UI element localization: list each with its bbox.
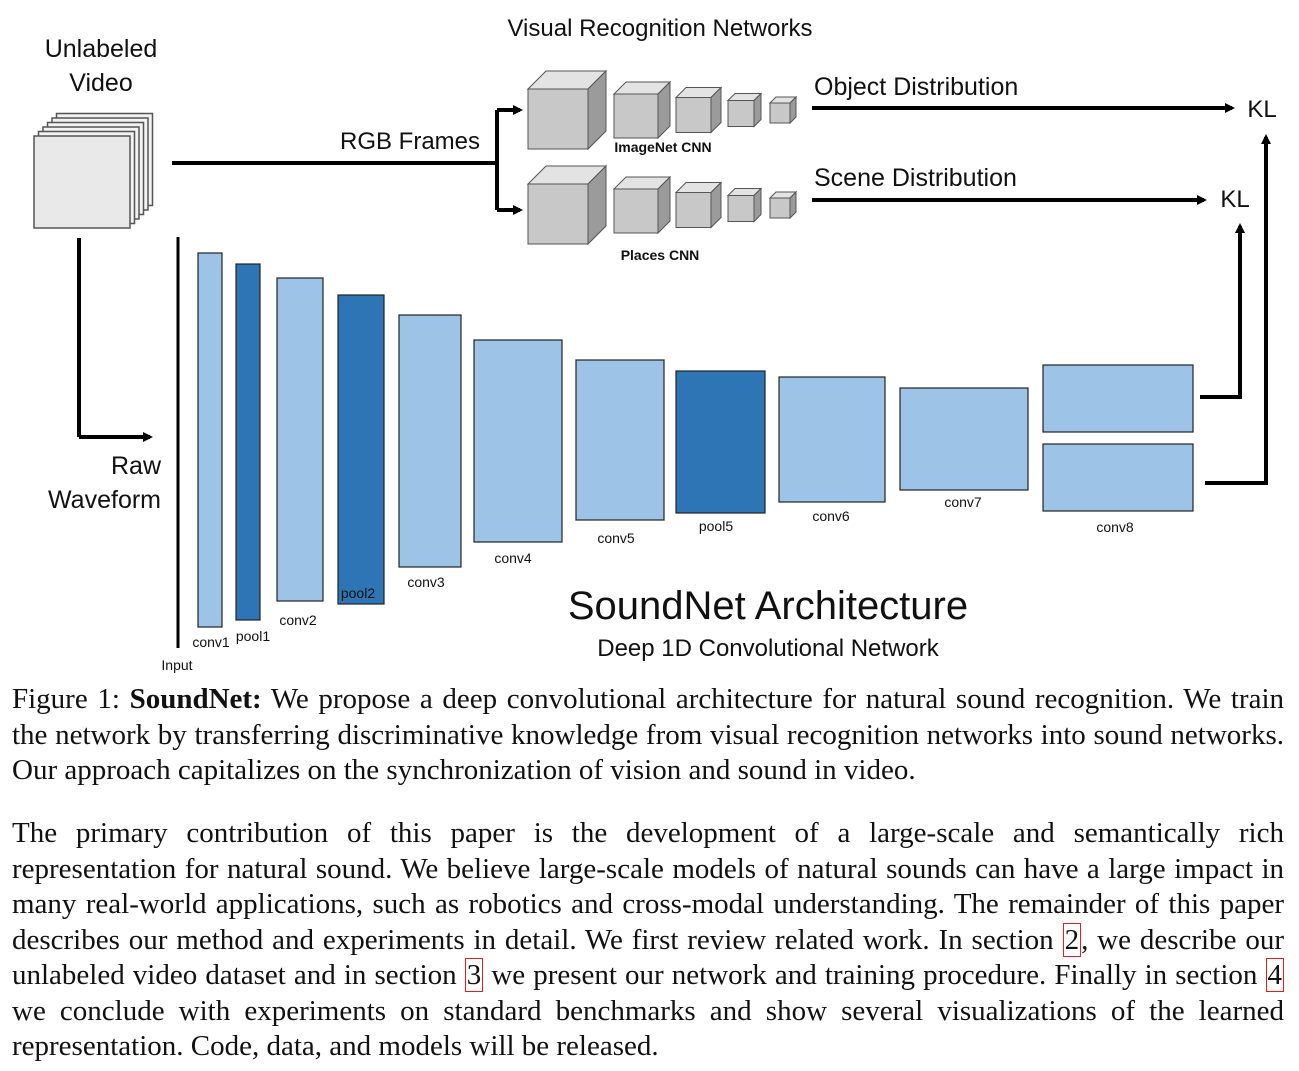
- places-cube-2: [612, 175, 672, 235]
- rgb-frames-connector: [172, 105, 523, 215]
- conv8-label: conv8: [1096, 519, 1134, 535]
- layer-conv2: conv2: [276, 277, 324, 628]
- conv6-label: conv6: [812, 508, 850, 524]
- body-paragraph: The primary contribution of this paper i…: [12, 816, 1284, 1065]
- video-frames-icon: [33, 112, 154, 229]
- places-cube-3: [674, 181, 723, 229]
- section-ref-link[interactable]: 2: [1062, 922, 1082, 957]
- conv2-label: conv2: [279, 612, 317, 628]
- caption-text: We propose a deep convolutional architec…: [12, 683, 1284, 786]
- conv8-output-connectors: [1200, 134, 1271, 485]
- layer-conv6: conv6: [778, 376, 886, 524]
- imagenet-cube-5: [768, 95, 798, 125]
- layer-conv1: conv1: [192, 252, 230, 650]
- places-cnn-label: Places CNN: [621, 247, 700, 263]
- figure-caption: Figure 1: SoundNet: We propose a deep co…: [12, 682, 1284, 789]
- places-cube-1: [526, 164, 608, 246]
- conv4-block: [473, 339, 563, 543]
- imagenet-cube-3: [674, 86, 723, 134]
- paragraph-text-3: we present our network and training proc…: [483, 959, 1266, 991]
- kl-bottom-label: KL: [1220, 186, 1249, 213]
- raw-waveform-connector: [77, 238, 153, 442]
- layer-conv3: conv3: [398, 314, 462, 590]
- conv7-label: conv7: [944, 494, 982, 510]
- scene-distribution-label: Scene Distribution: [814, 164, 1017, 192]
- paragraph-text-4: we conclude with experiments on standard…: [12, 994, 1284, 1063]
- caption-bold-label: SoundNet:: [129, 683, 262, 715]
- section-ref-link[interactable]: 4: [1265, 958, 1284, 992]
- conv2-block: [276, 277, 324, 602]
- places-cube-4: [726, 187, 763, 223]
- paragraph-text-1: The primary contribution of this paper i…: [12, 817, 1284, 956]
- paragraph-text-2: , we describe our unlabeled video datase…: [12, 923, 1284, 992]
- layer-conv8: conv8: [1042, 364, 1194, 535]
- pool2-block: [337, 294, 385, 605]
- conv5-block: [575, 359, 665, 521]
- architecture-title: SoundNet Architecture: [568, 584, 968, 628]
- caption-prefix: Figure 1:: [12, 683, 130, 715]
- layer-pool5: pool5: [675, 370, 766, 534]
- places-cnn-cubes: [526, 164, 798, 246]
- pool5-label: pool5: [699, 518, 733, 534]
- conv1-block: [197, 252, 223, 628]
- section-ref-link[interactable]: 3: [464, 958, 484, 992]
- raw-waveform-label-line2: Waveform: [48, 486, 161, 514]
- pool5-block: [675, 370, 766, 514]
- conv3-label: conv3: [407, 574, 445, 590]
- conv5-label: conv5: [597, 530, 635, 546]
- rgb-frames-label: RGB Frames: [340, 128, 480, 155]
- conv8-block-lower: [1042, 443, 1194, 512]
- soundnet-layers: conv1 pool1 conv2 pool2 conv3 conv4 conv5 pool5…: [192, 252, 1194, 650]
- conv4-label: conv4: [494, 550, 532, 566]
- soundnet-figure: Unlabeled Video RGB Frames Visual Recogn…: [33, 15, 1277, 673]
- conv1-label: conv1: [192, 634, 230, 650]
- imagenet-cnn-label: ImageNet CNN: [614, 139, 711, 155]
- imagenet-cnn-cubes: [526, 69, 798, 151]
- architecture-subtitle: Deep 1D Convolutional Network: [597, 635, 940, 662]
- conv6-block: [778, 376, 886, 503]
- imagenet-cube-2: [612, 80, 672, 140]
- layer-pool1: pool1: [235, 263, 270, 644]
- unlabeled-video-label: Unlabeled: [45, 35, 158, 63]
- pool1-block: [235, 263, 261, 621]
- pool1-label: pool1: [236, 628, 270, 644]
- unlabeled-video-label-line2: Video: [69, 69, 133, 97]
- layer-conv4: conv4: [473, 339, 563, 566]
- conv8-block: [1042, 364, 1194, 433]
- places-cube-5: [768, 190, 798, 220]
- pool2-label: pool2: [341, 585, 375, 601]
- visual-networks-title: Visual Recognition Networks: [507, 15, 812, 42]
- conv3-block: [398, 314, 462, 568]
- layer-conv7: conv7: [899, 387, 1029, 510]
- imagenet-cube-4: [726, 92, 763, 128]
- input-label: Input: [161, 657, 192, 673]
- layer-pool2: pool2: [337, 294, 385, 605]
- raw-waveform-label: Raw: [111, 452, 162, 480]
- kl-top-label: KL: [1247, 96, 1276, 123]
- object-distribution-label: Object Distribution: [814, 73, 1018, 101]
- conv7-block: [899, 387, 1029, 491]
- layer-conv5: conv5: [575, 359, 665, 546]
- imagenet-cube-1: [526, 69, 608, 151]
